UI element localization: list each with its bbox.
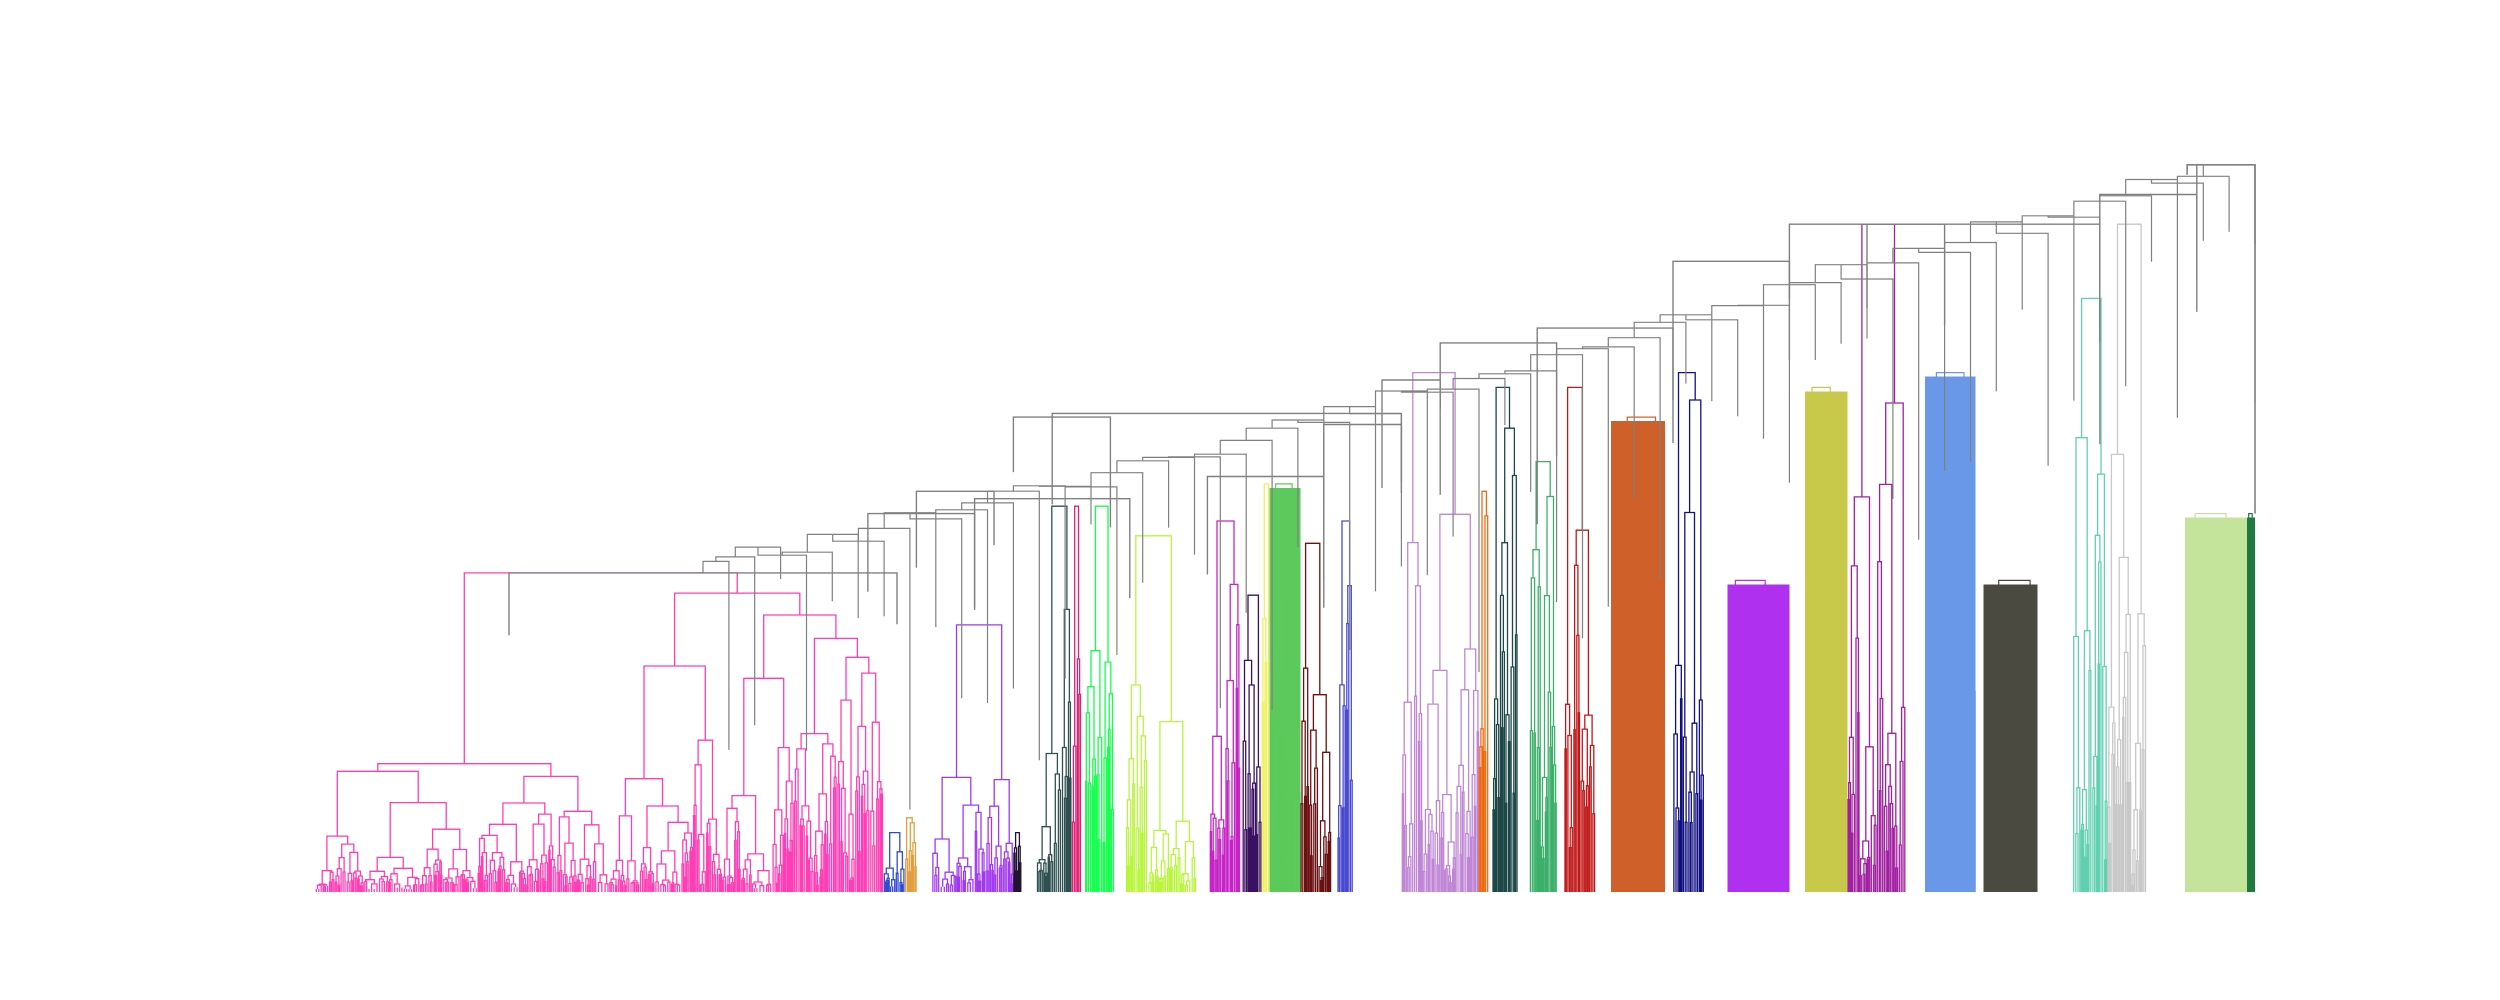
cluster-08-links: [1085, 505, 1115, 892]
cluster-26-links: [1925, 372, 1976, 892]
cluster-24: [1804, 386, 1848, 892]
cluster-02: [883, 831, 905, 892]
cluster-13: [1269, 483, 1301, 892]
upper-merge-chain: [702, 164, 2256, 810]
cluster-07: [1071, 505, 1082, 892]
upper-merge-6: [1051, 412, 1403, 505]
cluster-01-links: [315, 572, 884, 892]
cluster-22: [1673, 371, 1704, 892]
cluster-20: [1564, 386, 1596, 892]
cluster-17: [1478, 490, 1489, 892]
upper-merge-1: [508, 572, 898, 636]
cluster-03: [905, 817, 917, 892]
cluster-11: [1242, 594, 1262, 892]
cluster-09-links: [1125, 535, 1197, 892]
cluster-23-links: [1727, 579, 1790, 892]
upper-merge-12: [1672, 260, 1791, 400]
cluster-14: [1300, 542, 1332, 892]
cluster-01: [315, 572, 884, 892]
upper-merge-links: [508, 164, 2256, 810]
cluster-12-links: [1261, 483, 1270, 892]
cluster-05: [1013, 831, 1022, 892]
cluster-27-links: [1983, 579, 2038, 892]
cluster-05-links: [1013, 831, 1022, 892]
cluster-04-links: [932, 624, 1014, 892]
cluster-29: [2107, 223, 2147, 892]
cluster-03-links: [905, 817, 917, 892]
cluster-23: [1727, 579, 1790, 892]
upper-merge-10: [1439, 342, 1558, 456]
cluster-21-links: [1611, 416, 1665, 892]
upper-merge-3: [915, 490, 995, 568]
cluster-27: [1983, 579, 2038, 892]
cluster-24-links: [1805, 386, 1847, 892]
cluster-28-links: [2073, 297, 2108, 892]
cluster-07-links: [1071, 505, 1082, 892]
cluster-16: [1401, 371, 1480, 892]
cluster-02-links: [883, 831, 905, 892]
cluster-15-links: [1337, 520, 1353, 892]
cluster-10-links: [1209, 520, 1241, 892]
cluster-22-links: [1673, 371, 1704, 892]
cluster-06: [1036, 505, 1072, 892]
cluster-15: [1337, 520, 1353, 892]
upper-merge-9: [1381, 379, 1441, 495]
cluster-31: [2247, 513, 2255, 892]
cluster-16-links: [1401, 371, 1480, 892]
cluster-13-links: [1269, 483, 1301, 892]
cluster-25-links: [1847, 223, 1906, 892]
upper-merge-7: [1206, 475, 1325, 608]
cluster-08: [1085, 505, 1115, 892]
upper-merge-16: [2196, 164, 2256, 281]
cluster-25: [1847, 223, 1906, 892]
cluster-links: [315, 223, 2255, 893]
cluster-30-links: [2185, 513, 2248, 892]
cluster-14-links: [1300, 542, 1332, 892]
upper-merge-8: [1323, 423, 1403, 502]
cluster-18-links: [1492, 386, 1518, 892]
cluster-17-links: [1478, 490, 1489, 892]
cluster-06-links: [1036, 505, 1072, 892]
cluster-09: [1125, 535, 1197, 892]
root-link: [2186, 164, 2256, 514]
cluster-10: [1209, 520, 1241, 892]
cluster-18: [1492, 386, 1518, 892]
cluster-12: [1261, 483, 1270, 892]
cluster-26: [1925, 372, 1976, 893]
cluster-31-links: [2247, 513, 2255, 892]
cluster-28: [2073, 297, 2108, 892]
cluster-29-links: [2107, 223, 2147, 892]
cluster-30: [2185, 513, 2248, 892]
upper-merge-15: [2099, 193, 2198, 342]
upper-merge-14: [1866, 223, 2101, 326]
cluster-20-links: [1564, 386, 1596, 892]
cluster-19-links: [1529, 460, 1557, 892]
cluster-21: [1610, 416, 1666, 892]
cluster-11-links: [1242, 594, 1262, 892]
cluster-19: [1529, 460, 1557, 892]
cluster-04: [932, 624, 1014, 892]
